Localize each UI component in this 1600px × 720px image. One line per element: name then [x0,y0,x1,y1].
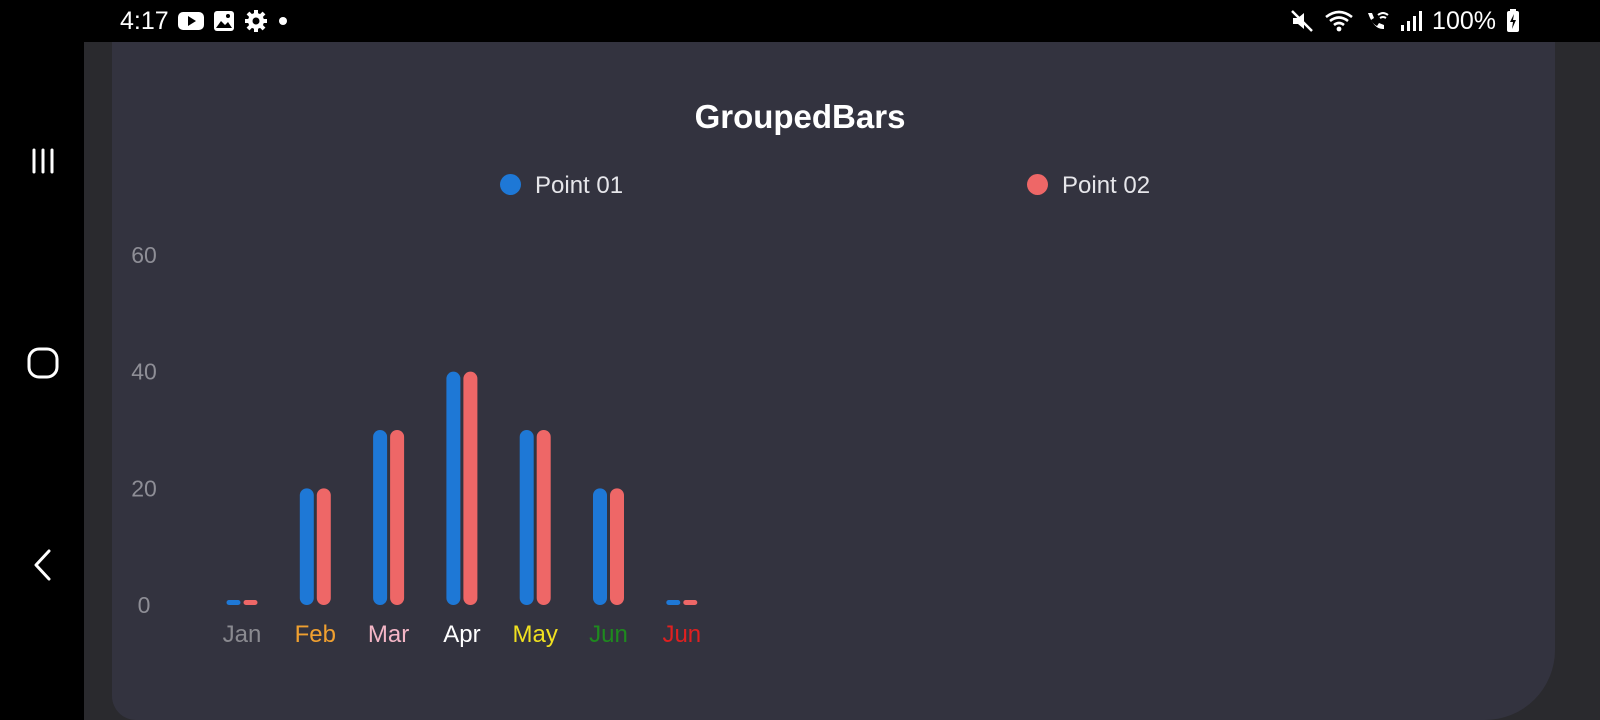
home-icon[interactable] [22,342,64,384]
bar-point-02-jan[interactable] [243,600,258,605]
bar-point-01-feb[interactable] [299,488,314,605]
battery-percent: 100% [1432,7,1496,35]
status-time: 4:17 [120,7,169,35]
bar-point-02-apr[interactable] [463,371,478,605]
gallery-icon [213,10,235,32]
bar-point-01-mar[interactable] [373,430,388,605]
y-tick-label: 0 [138,592,151,618]
x-tick-label: Mar [368,621,409,648]
y-tick-label: 60 [131,242,157,268]
legend-marker-point-01 [500,173,521,195]
y-tick-label: 40 [131,359,157,385]
bar-point-01-jun[interactable] [666,600,681,605]
back-icon[interactable] [22,544,64,586]
x-tick-label: Apr [443,621,480,648]
signal-icon [1400,10,1423,32]
legend-item-point-02[interactable]: Point 02 [1027,172,1150,200]
x-tick-label: Feb [295,621,336,648]
status-bar: 4:17 100% [0,0,1600,42]
y-tick-label: 20 [131,475,157,501]
legend-label-point-02: Point 02 [1062,172,1151,199]
bar-point-01-may[interactable] [519,430,534,605]
x-tick-label: Jan [223,621,262,648]
mute-icon [1290,9,1314,33]
youtube-icon [177,11,204,31]
x-tick-label: Jun [662,621,701,648]
x-tick-label: Jun [589,621,628,648]
bar-point-02-jun[interactable] [610,488,624,605]
chart-title: GroupedBars [694,98,906,135]
recents-icon[interactable] [22,140,64,182]
wifi-icon [1324,9,1354,33]
bar-point-02-feb[interactable] [316,488,331,605]
bar-point-01-jan[interactable] [226,600,241,605]
settings-icon [244,9,268,33]
bar-point-01-apr[interactable] [446,371,461,605]
bar-point-02-jun[interactable] [683,600,698,605]
legend-marker-point-02 [1027,173,1048,195]
legend-label-point-01: Point 01 [535,172,624,199]
bar-point-02-mar[interactable] [390,430,405,605]
bar-point-01-jun[interactable] [593,488,607,605]
bar-point-02-may[interactable] [536,430,551,605]
x-tick-label: May [513,621,558,648]
wifi-calling-icon [1364,9,1390,33]
chart-card [112,42,1555,720]
notification-dot-icon [277,15,289,27]
battery-charging-icon [1506,9,1520,33]
legend-item-point-01[interactable]: Point 01 [500,172,623,200]
navigation-bar [0,42,84,720]
